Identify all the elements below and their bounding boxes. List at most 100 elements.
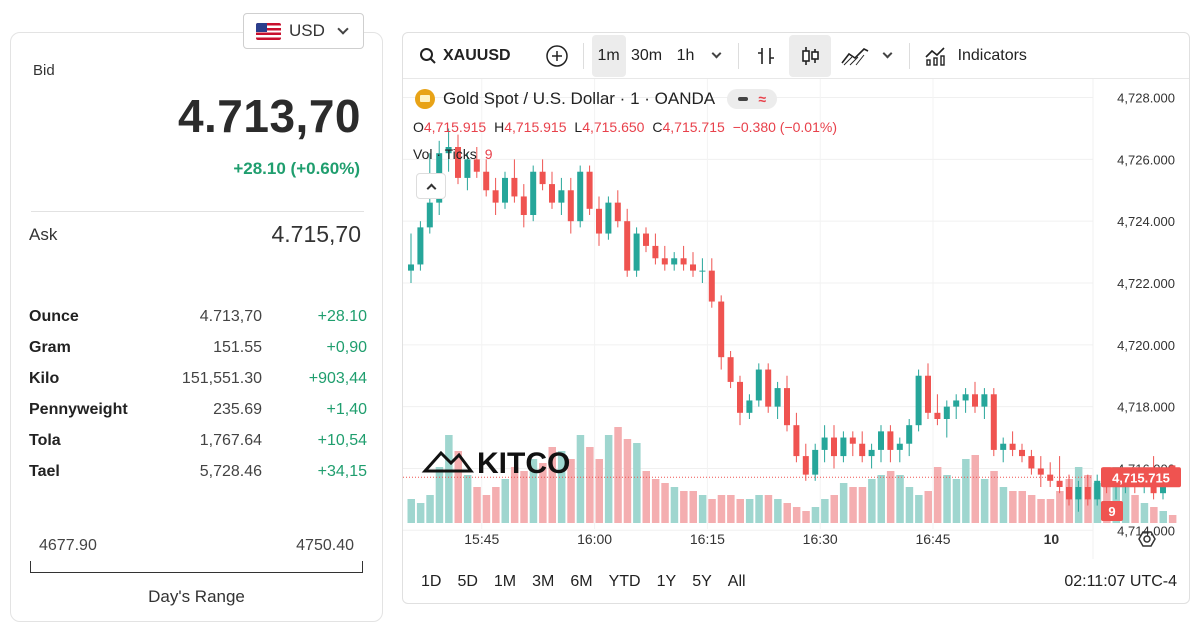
unit-change: +34,15	[317, 462, 367, 480]
range-6m[interactable]: 6M	[570, 572, 593, 590]
volume-bar	[614, 427, 622, 523]
candle-body	[492, 190, 499, 203]
range-bar: 1D 5D 1M 3M 6M YTD 1Y 5Y All 02:11:07 UT…	[403, 558, 1189, 603]
interval-1h[interactable]: 1h	[676, 46, 695, 64]
bar-chart-type-button[interactable]	[747, 35, 785, 77]
series-title: Gold Spot / U.S. Dollar · 1 · OANDA	[443, 89, 716, 108]
candle-body	[1047, 474, 1054, 481]
bid-change: +28.10 (+0.60%)	[233, 159, 360, 178]
range-5d[interactable]: 5D	[457, 572, 478, 590]
compare-button[interactable]	[539, 35, 575, 77]
volume-bar	[642, 471, 650, 523]
currency-select[interactable]: USD	[243, 13, 364, 49]
candle-body	[737, 381, 743, 413]
chart-type-dropdown[interactable]	[875, 35, 901, 77]
volume-bar	[529, 459, 538, 523]
us-flag-icon	[256, 22, 281, 40]
range-3m[interactable]: 3M	[532, 572, 555, 590]
candle-body	[549, 184, 555, 203]
volume-bar	[1168, 515, 1177, 523]
market-status-pill[interactable]: ≈	[727, 89, 778, 109]
price-axis-label: 4,726.000	[1117, 152, 1175, 167]
range-ytd[interactable]: YTD	[608, 572, 641, 590]
candles-chart-type-button[interactable]	[788, 34, 831, 77]
candle-body	[417, 227, 424, 265]
candle-body	[1000, 443, 1007, 450]
last-price-tag	[1101, 467, 1181, 488]
candle-body	[483, 171, 490, 191]
candle-body	[1094, 480, 1101, 500]
candle-body	[812, 449, 819, 475]
symbol-search[interactable]: XAUUSD	[413, 35, 517, 77]
range-1m[interactable]: 1M	[493, 572, 517, 590]
collapse-legend-button[interactable]	[416, 173, 446, 199]
area-chart-type-button[interactable]	[835, 35, 875, 77]
time-axis-label: 15:45	[464, 531, 499, 547]
interval-30m[interactable]: 30m	[631, 46, 663, 64]
kitco-logo-icon	[421, 450, 474, 473]
volume-bar	[877, 475, 885, 523]
candle-body	[605, 202, 612, 234]
volume-bar	[698, 495, 707, 523]
candle-body	[906, 425, 913, 444]
unit-price: 151,551.30	[181, 369, 262, 387]
chart-clock[interactable]: 02:11:07 UTC-4	[1064, 572, 1177, 590]
chart-area[interactable]: 4,728.000 4,726.000 4,724.000 4,722.000 4,72…	[403, 79, 1190, 559]
candle-body	[868, 449, 875, 457]
candle-body	[502, 177, 508, 203]
area-chart-icon	[840, 47, 868, 65]
unit-row: Ounce 4.713,70 +28.10	[29, 301, 367, 332]
high-value: 4,715.915	[504, 119, 567, 135]
range-5y[interactable]: 5Y	[692, 572, 712, 590]
indicators-icon	[924, 46, 945, 66]
volume-bar	[1056, 491, 1064, 523]
volume-bar	[943, 475, 951, 523]
price-chart[interactable]: 4,728.000 4,726.000 4,724.000 4,722.000 4,72…	[403, 79, 1190, 559]
candle-body	[981, 394, 988, 407]
candle-body	[718, 301, 725, 358]
candle-body	[408, 264, 414, 271]
bars-icon	[757, 47, 774, 64]
candle-body	[896, 443, 903, 450]
volume-bar	[604, 435, 613, 523]
candle-body	[699, 270, 706, 272]
candle-body	[727, 357, 734, 382]
unit-change: +28.10	[317, 307, 367, 325]
volume-bar	[1150, 507, 1158, 523]
volume-bar	[905, 487, 914, 523]
candle-body	[1009, 443, 1016, 450]
volume-bar	[623, 439, 632, 523]
low-value: 4,715.650	[582, 119, 645, 135]
interval-dropdown[interactable]	[704, 35, 730, 77]
volume-bar	[717, 495, 726, 523]
volume-bar	[952, 479, 961, 523]
ohlc-legend: O4,715.915 H4,715.915 L4,715.650 C4,715.…	[413, 119, 837, 135]
volume-bar	[849, 487, 857, 523]
range-1d[interactable]: 1D	[421, 572, 442, 590]
days-range-label: Day's Range	[148, 587, 245, 606]
volume-bar	[727, 495, 735, 523]
indicators-button[interactable]: Indicators	[918, 35, 1033, 77]
unit-change: +1,40	[326, 400, 367, 418]
close-label: C	[652, 119, 663, 135]
volume-bar	[990, 471, 998, 523]
interval-1m[interactable]: 1m	[591, 34, 626, 77]
price-axis-label: 4,724.000	[1117, 214, 1175, 229]
range-1y[interactable]: 1Y	[656, 572, 677, 590]
candle-body	[831, 437, 837, 457]
volume-bar	[971, 455, 979, 523]
volume-bar	[1018, 491, 1026, 523]
units-table: Ounce 4.713,70 +28.10 Gram 151.55 +0,90 …	[29, 301, 367, 487]
settings-gear-icon[interactable]	[1138, 531, 1156, 547]
volume-bar	[501, 479, 509, 523]
quote-panel: Bid 4.713,70 +28.10 (+0.60%) Ask 4.715,7…	[10, 32, 383, 622]
candle-body	[765, 369, 772, 407]
price-axis-label: 4,718.000	[1117, 400, 1175, 415]
volume-bar	[736, 499, 744, 523]
volume-bar	[764, 495, 773, 523]
range-all[interactable]: All	[727, 572, 746, 590]
volume-bar	[755, 495, 763, 523]
volume-bar	[896, 475, 904, 523]
volume-bar	[774, 499, 782, 523]
volume-bar	[586, 447, 594, 523]
